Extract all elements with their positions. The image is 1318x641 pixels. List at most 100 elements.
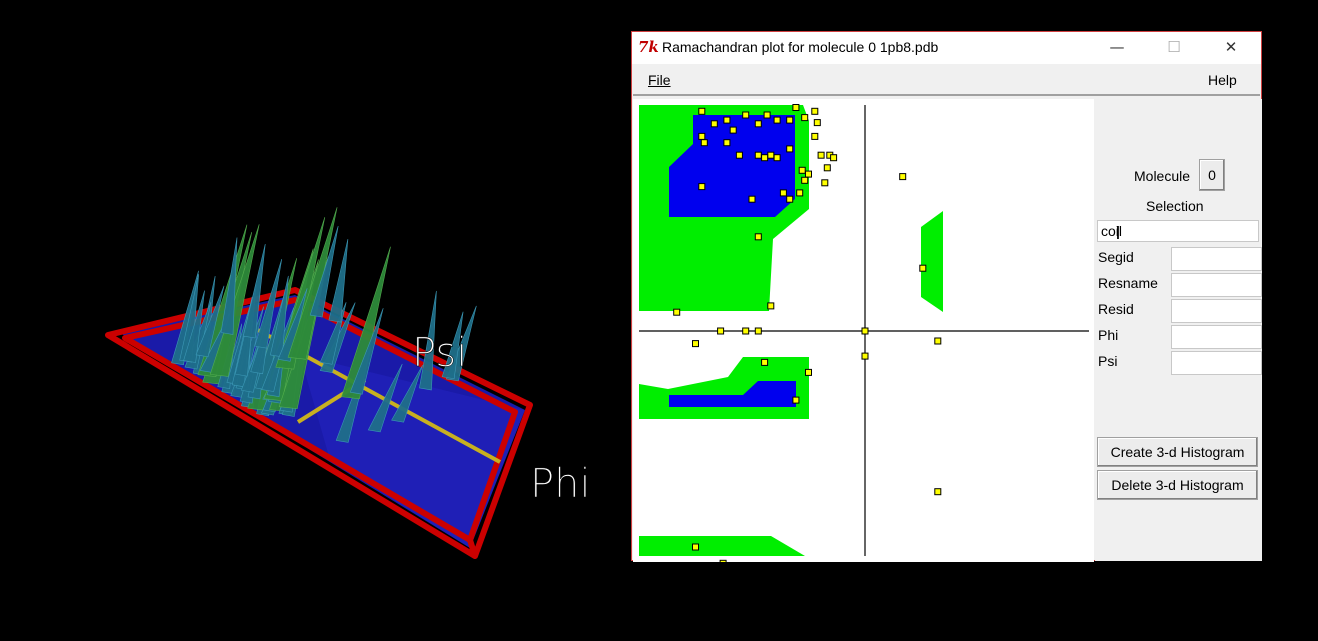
residue-point[interactable] bbox=[786, 195, 794, 203]
selection-input[interactable]: coil | bbox=[1097, 220, 1259, 242]
molecule-selector-button[interactable]: 0 bbox=[1199, 159, 1225, 191]
histogram-spike bbox=[269, 275, 289, 358]
minimize-button[interactable]: — bbox=[1109, 38, 1125, 56]
histogram-3d-view[interactable]: Psi Phi bbox=[0, 0, 620, 641]
field-label-resname: Resname bbox=[1098, 275, 1158, 291]
residue-point[interactable] bbox=[861, 327, 869, 335]
residue-point[interactable] bbox=[754, 120, 762, 128]
histogram-spike bbox=[419, 290, 437, 391]
field-label-phi: Phi bbox=[1098, 327, 1119, 343]
histogram-spike bbox=[367, 363, 403, 433]
residue-point[interactable] bbox=[798, 166, 806, 174]
delete-histogram-button[interactable]: Delete 3-d Histogram bbox=[1097, 470, 1258, 500]
residue-point[interactable] bbox=[761, 358, 769, 366]
residue-point[interactable] bbox=[899, 173, 907, 181]
residue-point[interactable] bbox=[830, 154, 838, 162]
favored-region-beta bbox=[669, 115, 795, 217]
histogram-spike bbox=[254, 259, 283, 349]
residue-point[interactable] bbox=[934, 337, 942, 345]
residue-point[interactable] bbox=[698, 107, 706, 115]
residue-point[interactable] bbox=[698, 132, 706, 140]
residue-point[interactable] bbox=[786, 145, 794, 153]
ramachandran-plot[interactable] bbox=[633, 99, 1094, 562]
residue-point[interactable] bbox=[773, 154, 781, 162]
residue-point[interactable] bbox=[754, 151, 762, 159]
field-label-segid: Segid bbox=[1098, 249, 1134, 265]
histogram-spike bbox=[195, 285, 225, 358]
residue-point[interactable] bbox=[692, 340, 699, 348]
selection-label: Selection bbox=[1146, 198, 1204, 214]
residue-point[interactable] bbox=[919, 264, 927, 272]
field-label-resid: Resid bbox=[1098, 301, 1134, 317]
residue-point[interactable] bbox=[754, 233, 762, 241]
control-panel: Molecule 0 Selection coil | Segid Resname… bbox=[1095, 99, 1262, 561]
histogram-spike bbox=[341, 246, 391, 400]
ramachandran-window: 7k Ramachandran plot for molecule 0 1pb8… bbox=[631, 31, 1262, 562]
maximize-button[interactable]: ☐ bbox=[1167, 38, 1181, 56]
residue-point[interactable] bbox=[861, 352, 869, 360]
residue-point[interactable] bbox=[710, 120, 718, 128]
close-button[interactable]: ✕ bbox=[1224, 38, 1238, 56]
residue-point[interactable] bbox=[698, 183, 706, 191]
residue-point[interactable] bbox=[673, 308, 681, 316]
residue-point[interactable] bbox=[823, 164, 831, 172]
residue-point[interactable] bbox=[754, 327, 762, 335]
residue-point[interactable] bbox=[717, 327, 725, 335]
residue-point[interactable] bbox=[779, 189, 787, 197]
text-caret: | bbox=[1116, 223, 1120, 239]
residue-point[interactable] bbox=[748, 195, 756, 203]
histogram-spike bbox=[183, 290, 205, 363]
psi-axis-label: Psi bbox=[412, 330, 467, 376]
residue-point[interactable] bbox=[817, 151, 825, 159]
menu-file[interactable]: File bbox=[648, 72, 671, 88]
residue-point[interactable] bbox=[801, 176, 809, 184]
residue-point[interactable] bbox=[796, 189, 804, 197]
residue-point[interactable] bbox=[742, 111, 750, 119]
molecule-label: Molecule bbox=[1134, 168, 1191, 184]
create-histogram-button[interactable]: Create 3-d Histogram bbox=[1097, 437, 1258, 467]
resid-input[interactable] bbox=[1171, 299, 1262, 323]
residue-point[interactable] bbox=[700, 139, 708, 147]
segid-input[interactable] bbox=[1171, 247, 1262, 271]
residue-point[interactable] bbox=[735, 151, 743, 159]
menu-bar: File Help bbox=[633, 65, 1260, 96]
residue-point[interactable] bbox=[742, 327, 750, 335]
phi-input[interactable] bbox=[1171, 325, 1262, 349]
histogram-spike bbox=[220, 237, 238, 335]
resname-input[interactable] bbox=[1171, 273, 1262, 297]
phi-axis-label: Phi bbox=[530, 461, 591, 507]
residue-point[interactable] bbox=[761, 154, 769, 162]
allowed-region-bottom bbox=[639, 536, 805, 556]
residue-point[interactable] bbox=[813, 119, 821, 127]
residue-point[interactable] bbox=[792, 104, 800, 111]
histogram-spike bbox=[349, 308, 384, 395]
residue-point[interactable] bbox=[773, 116, 781, 124]
residue-point[interactable] bbox=[763, 111, 771, 119]
residue-point[interactable] bbox=[723, 116, 731, 124]
residue-point[interactable] bbox=[821, 179, 829, 187]
residue-point[interactable] bbox=[723, 139, 731, 147]
residue-point[interactable] bbox=[792, 396, 800, 404]
residue-point[interactable] bbox=[805, 368, 812, 376]
residue-point[interactable] bbox=[786, 116, 794, 124]
residue-point[interactable] bbox=[811, 107, 819, 115]
title-bar[interactable]: 7k Ramachandran plot for molecule 0 1pb8… bbox=[632, 32, 1261, 64]
selection-input-value: coil bbox=[1101, 223, 1123, 239]
residue-point[interactable] bbox=[805, 170, 812, 178]
psi-input[interactable] bbox=[1171, 351, 1262, 375]
residue-point[interactable] bbox=[729, 126, 737, 134]
allowed-region-left-alpha bbox=[921, 211, 943, 312]
residue-point[interactable] bbox=[767, 302, 775, 310]
residue-point[interactable] bbox=[934, 488, 942, 496]
residue-point[interactable] bbox=[719, 559, 727, 562]
histogram-spike bbox=[391, 364, 423, 423]
residue-point[interactable] bbox=[767, 151, 775, 159]
tk-feather-icon: 7k bbox=[638, 38, 659, 56]
residue-point[interactable] bbox=[801, 114, 809, 122]
menu-help[interactable]: Help bbox=[1208, 72, 1237, 88]
residue-point[interactable] bbox=[811, 132, 819, 140]
histogram-spike bbox=[242, 243, 266, 339]
field-label-psi: Psi bbox=[1098, 353, 1118, 369]
residue-point[interactable] bbox=[692, 543, 699, 551]
favored-region-alpha bbox=[669, 381, 796, 407]
